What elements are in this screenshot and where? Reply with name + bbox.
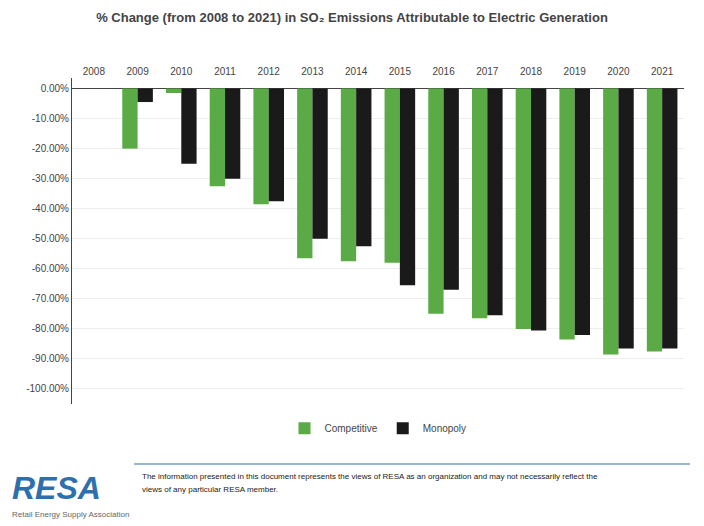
svg-text:-20.00%: -20.00% — [32, 143, 69, 154]
svg-text:-70.00%: -70.00% — [32, 293, 69, 304]
svg-text:-80.00%: -80.00% — [32, 323, 69, 334]
svg-text:2012: 2012 — [258, 66, 281, 77]
svg-text:-100.00%: -100.00% — [26, 383, 69, 394]
svg-text:2016: 2016 — [432, 66, 455, 77]
svg-text:2010: 2010 — [170, 66, 193, 77]
svg-text:2014: 2014 — [345, 66, 368, 77]
svg-text:Competitive: Competitive — [325, 423, 378, 434]
svg-text:The information presented in t: The information presented in this docume… — [142, 472, 598, 481]
svg-text:-30.00%: -30.00% — [32, 173, 69, 184]
svg-text:RESA: RESA — [12, 470, 101, 506]
svg-text:0.00%: 0.00% — [41, 83, 69, 94]
svg-text:-90.00%: -90.00% — [32, 353, 69, 364]
svg-text:-60.00%: -60.00% — [32, 263, 69, 274]
svg-text:views of any particular RESA m: views of any particular RESA member. — [142, 485, 278, 494]
svg-text:-10.00%: -10.00% — [32, 113, 69, 124]
svg-text:-40.00%: -40.00% — [32, 203, 69, 214]
svg-text:2017: 2017 — [476, 66, 499, 77]
svg-text:2015: 2015 — [389, 66, 412, 77]
svg-text:2021: 2021 — [651, 66, 674, 77]
svg-text:2019: 2019 — [564, 66, 587, 77]
svg-text:% Change (from 2008 to 2021) i: % Change (from 2008 to 2021) in SO₂ Emis… — [96, 10, 608, 25]
svg-text:2020: 2020 — [607, 66, 630, 77]
svg-text:2008: 2008 — [83, 66, 106, 77]
svg-text:Retail Energy Supply Associati: Retail Energy Supply Association — [12, 510, 129, 519]
svg-text:Monopoly: Monopoly — [423, 423, 466, 434]
svg-text:2011: 2011 — [214, 66, 236, 77]
svg-text:2018: 2018 — [520, 66, 543, 77]
svg-text:-50.00%: -50.00% — [32, 233, 69, 244]
svg-text:2013: 2013 — [301, 66, 324, 77]
svg-text:2009: 2009 — [126, 66, 149, 77]
